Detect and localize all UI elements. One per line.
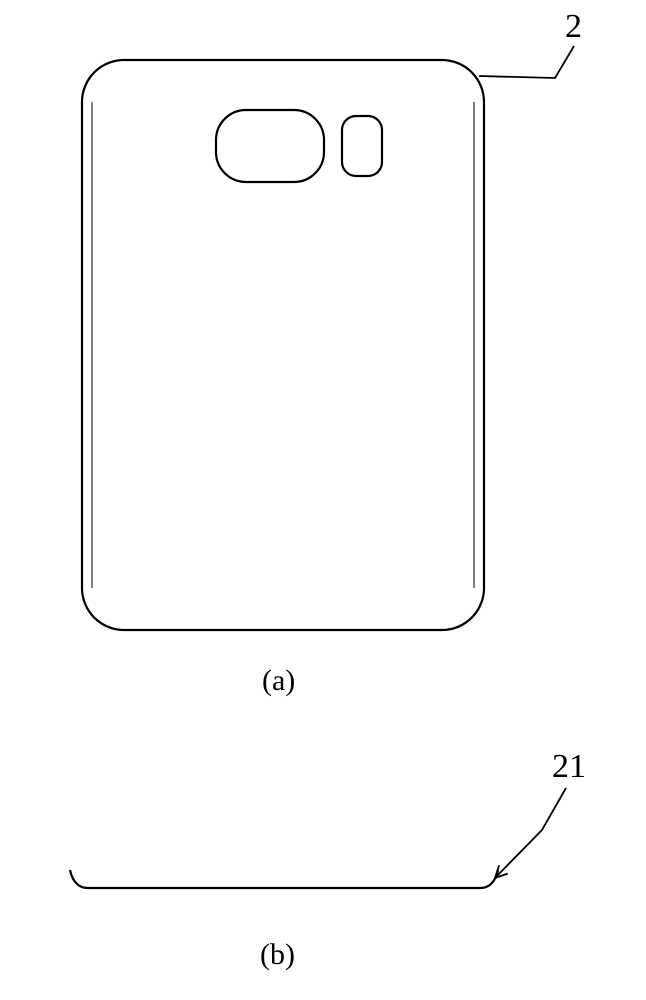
leader-line-2 xyxy=(479,46,574,78)
camera-cutout xyxy=(216,110,324,182)
label-part-2: 2 xyxy=(565,8,582,46)
caption-a: (a) xyxy=(262,664,295,698)
profile-curve-21 xyxy=(70,870,498,888)
phone-back-outline xyxy=(82,60,484,630)
leader-line-21 xyxy=(495,788,566,878)
sensor-cutout xyxy=(342,116,382,176)
label-part-21: 21 xyxy=(552,748,586,786)
caption-b: (b) xyxy=(260,938,295,972)
